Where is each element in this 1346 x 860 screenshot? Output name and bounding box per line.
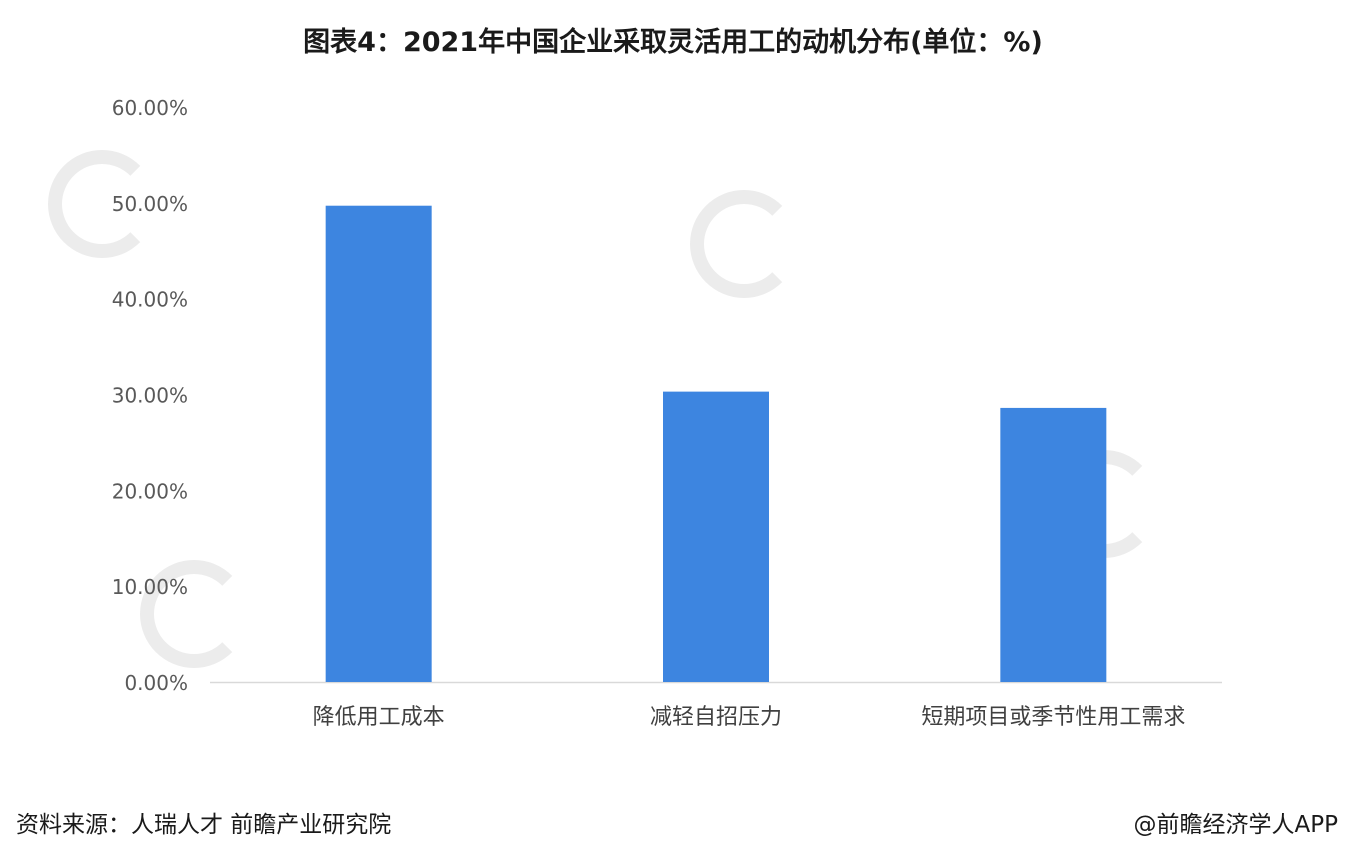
source-note: 资料来源：人瑞人才 前瞻产业研究院 (16, 812, 392, 838)
bar (663, 391, 769, 682)
x-tick-label: 短期项目或季节性用工需求 (921, 705, 1185, 730)
y-tick-label: 10.00% (112, 575, 188, 599)
credit-note: @前瞻经济学人APP (1133, 812, 1338, 838)
x-tick-label: 减轻自招压力 (650, 705, 782, 730)
chart-title: 图表4：2021年中国企业采取灵活用工的动机分布(单位：%) (303, 27, 1043, 58)
y-tick-label: 0.00% (124, 671, 188, 695)
y-tick-label: 30.00% (112, 384, 188, 408)
y-tick-label: 20.00% (112, 479, 188, 503)
bar (1000, 407, 1107, 682)
x-tick-label: 降低用工成本 (313, 705, 445, 730)
y-tick-label: 50.00% (112, 192, 188, 216)
bar (325, 205, 432, 683)
y-tick-label: 60.00% (112, 96, 188, 120)
y-tick-label: 40.00% (112, 288, 188, 312)
